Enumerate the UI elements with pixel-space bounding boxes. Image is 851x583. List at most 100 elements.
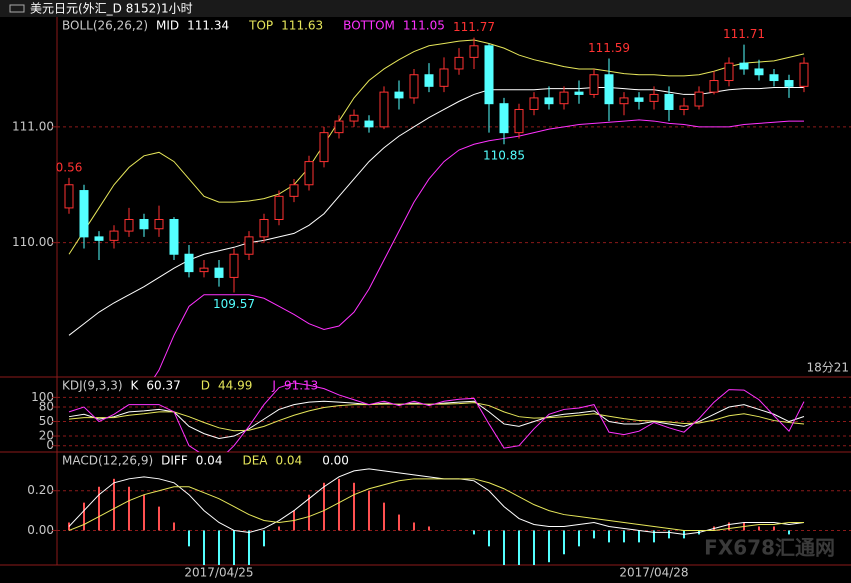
price-annotation: 0.56 [56,160,83,174]
candle-body [514,108,524,134]
candle-body [499,103,509,134]
time-label: 18分21 [806,361,849,375]
candle-body [724,62,734,82]
price-annotation: 109.57 [213,297,255,311]
legend-value: 111.63 [281,19,323,33]
candle-body [124,219,134,232]
candle-body [634,97,644,102]
candle-body [469,45,479,58]
legend-value: 0.04 [275,454,302,468]
candle-body [544,97,554,105]
candle-body [199,267,209,273]
candle-body [244,236,254,255]
candle-body [334,120,344,134]
candle-body [289,184,299,197]
indicator-line [68,402,805,432]
candle-body [319,132,329,163]
candle-body [64,184,74,209]
window-title: 美元日元(外汇_D 8152)1小时 [30,2,193,16]
candle-body [349,114,359,122]
candle-body [379,91,389,128]
x-tick-label: 2017/04/28 [619,566,688,580]
candle-body [454,56,464,70]
watermark: FX678汇通网 [704,536,835,560]
title-icon [9,4,25,13]
indicator-label: MACD(12,26,9) [62,454,153,468]
price-annotation: 111.59 [588,41,630,55]
legend-value: 111.05 [403,19,445,33]
y-tick-label: 0.20 [27,483,54,497]
candle-body [604,74,614,105]
legend-label: BOTTOM [343,19,395,33]
candle-body [784,80,794,87]
indicator-label: BOLL(26,26,2) [62,19,148,33]
y-tick-label: 50 [39,414,54,428]
legend-label: DEA [242,454,268,468]
candle-body [439,68,449,87]
candle-body [214,267,224,278]
y-tick-label: 80 [39,400,54,414]
candle-body [94,236,104,241]
candle-body [229,253,239,278]
price-annotation: 110.85 [483,149,525,163]
legend-label: TOP [248,19,273,33]
y-tick-label: 111.00 [12,119,54,133]
candle-body [694,91,704,107]
candle-body [394,91,404,99]
indicator-line [68,39,805,255]
legend-value: 60.37 [146,379,180,393]
legend-value: 91.13 [284,379,318,393]
candle-body [139,219,149,230]
legend-value: 111.34 [187,19,229,33]
plot-area [57,468,851,565]
y-tick-label: 100 [31,390,54,404]
plot-area [57,37,851,377]
candle-body [619,97,629,105]
legend-label: MID [156,19,179,33]
legend-label: K [131,379,140,393]
legend-label: J [271,379,276,393]
candle-body [184,253,194,273]
candle-body [364,120,374,128]
indicator-label: KDJ(9,3,3) [62,379,123,393]
price-annotation: 111.77 [453,20,495,34]
y-tick-label: 110.00 [12,235,54,249]
y-tick-label: 0.00 [27,523,54,537]
candle-body [409,74,419,99]
candle-body [664,93,674,110]
legend-value: 0.04 [196,454,223,468]
candle-body [769,74,779,82]
candle-body [259,219,269,238]
indicator-line [153,119,804,377]
candle-body [589,74,599,95]
indicator-line [68,468,805,535]
candle-body [79,190,89,238]
candle-body [679,105,689,110]
legend-label: D [201,379,210,393]
candle-body [109,230,119,241]
legend-value: 44.99 [218,379,252,393]
x-tick-label: 2017/04/25 [184,566,253,580]
legend-value: 0.00 [322,454,349,468]
candle-body [154,219,164,230]
indicator-line [68,478,804,531]
plot-area [57,382,851,452]
candle-body [649,93,659,102]
candle-body [754,68,764,76]
y-tick-label: 0 [46,438,54,452]
candle-body [574,91,584,95]
candle-body [169,219,179,255]
candle-body [709,80,719,93]
legend-label: DIFF [161,454,188,468]
candle-body [484,45,494,105]
candle-body [799,62,809,87]
candle-body [274,195,284,221]
candle-body [529,97,539,110]
title-bar [0,0,851,17]
indicator-line [68,382,805,452]
y-tick-label: 20 [39,429,54,443]
candle-body [304,161,314,186]
candle-body [559,91,569,105]
candle-body [424,74,434,87]
